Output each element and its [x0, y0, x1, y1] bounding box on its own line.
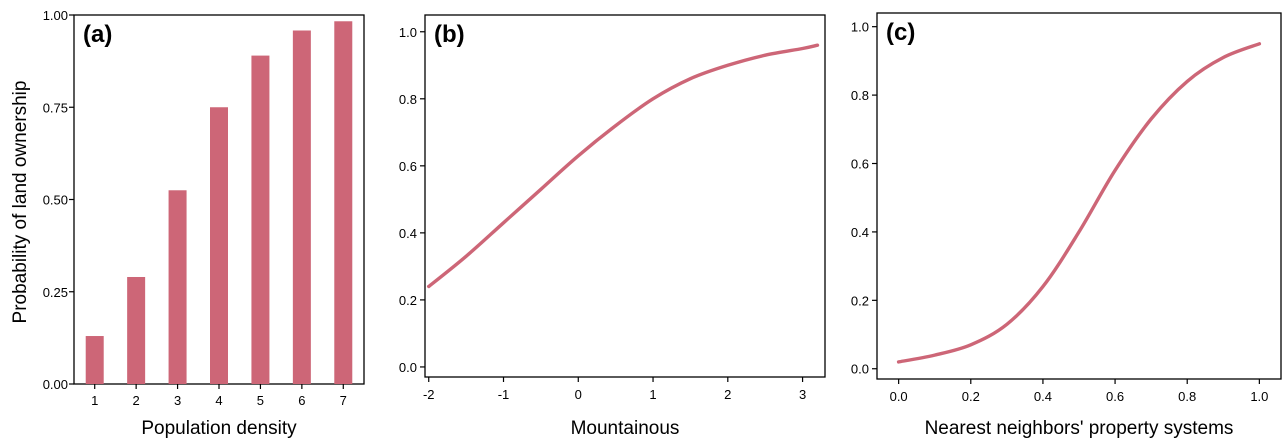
y-tick-label: 0.8	[851, 88, 869, 103]
y-tick-label: 0.75	[43, 100, 68, 115]
y-tick-label: 1.0	[399, 25, 417, 40]
x-tick-label: 1.0	[1250, 389, 1268, 404]
bar	[292, 30, 311, 385]
x-tick-label: 5	[257, 393, 264, 408]
panel-c: (c) 0.0 0.2 0.4 0.6 0.8 1.0 0.0 0.2 0.4 0.6 0.8 1.0 N…	[851, 12, 1282, 438]
x-tick-label: 6	[298, 393, 305, 408]
x-tick-label: 0.4	[1034, 389, 1052, 404]
y-tick-label: 0.0	[851, 362, 869, 377]
x-axis-title: Nearest neighbors' property systems	[925, 418, 1234, 438]
plot-frame	[876, 12, 1282, 380]
x-tick-label: 0	[575, 387, 582, 402]
x-tick-label: 3	[174, 393, 181, 408]
y-tick-label: 0.50	[43, 193, 68, 208]
y-tick-label: 0.00	[43, 377, 68, 392]
x-tick-label: -1	[498, 387, 510, 402]
x-tick-label: 0.6	[1106, 389, 1124, 404]
bar	[85, 336, 104, 384]
y-tick-label: 0.4	[399, 226, 417, 241]
x-tick-label: 0.8	[1178, 389, 1196, 404]
x-tick-label: 3	[799, 387, 806, 402]
y-tick-label: 0.25	[43, 285, 68, 300]
y-tick-label: 0.8	[399, 92, 417, 107]
y-tick-label: 1.0	[851, 20, 869, 35]
x-tick-label: 7	[340, 393, 347, 408]
panel-label: (c)	[886, 19, 915, 46]
x-tick-label: 0.2	[962, 389, 980, 404]
x-axis-title: Population density	[141, 418, 297, 438]
y-tick-label: 0.2	[399, 293, 417, 308]
bar	[210, 107, 228, 384]
x-tick-label: -2	[423, 387, 435, 402]
series-line	[427, 43, 820, 289]
x-tick-label: 2	[724, 387, 731, 402]
y-tick-label: 0.0	[399, 360, 417, 375]
x-tick-label: 2	[133, 393, 140, 408]
y-tick-label: 1.00	[43, 8, 68, 23]
x-tick-label: 1	[649, 387, 656, 402]
y-tick-label: 0.4	[851, 225, 869, 240]
x-tick-label: 4	[215, 393, 222, 408]
x-axis-title: Mountainous	[571, 418, 680, 438]
y-tick-label: 0.6	[851, 157, 869, 172]
plot-frame	[424, 14, 826, 378]
y-tick-label: 0.2	[851, 293, 869, 308]
bar	[251, 55, 270, 385]
series-line	[896, 42, 1262, 364]
panel-b: (b) -2 -1 0 1 2 3 0.0 0.2 0.4 0.6 0.8 1.0 Mountainous	[399, 14, 826, 438]
bar	[127, 276, 146, 384]
x-tick-label: 1	[91, 393, 98, 408]
bar	[168, 190, 187, 384]
bar	[334, 21, 353, 384]
panel-a: (a) 1 2 3 4 5 6 7 0.00 0.25 0.50 0.75 1.00 Population…	[43, 8, 365, 438]
y-tick-label: 0.6	[399, 159, 417, 174]
panel-label: (a)	[83, 21, 112, 48]
panel-label: (b)	[434, 21, 465, 48]
shared-y-axis-title: Probability of land ownership	[10, 81, 31, 324]
x-tick-label: 0.0	[890, 389, 908, 404]
